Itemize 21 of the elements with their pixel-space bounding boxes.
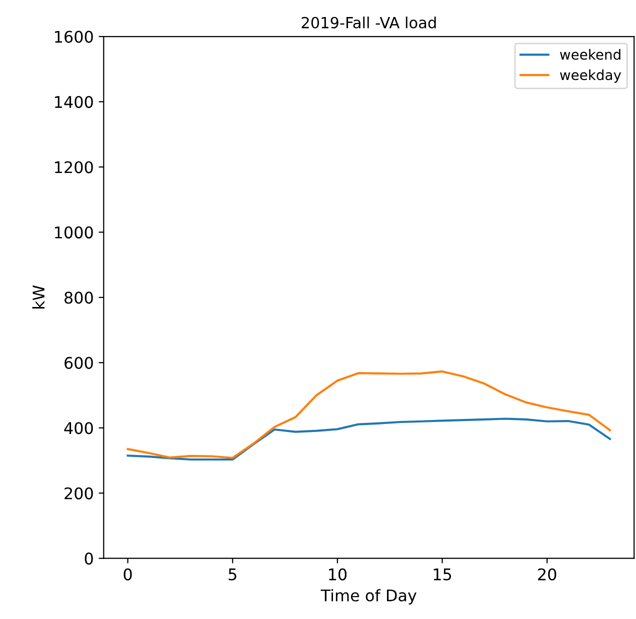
legend-label: weekend bbox=[560, 49, 620, 60]
legend-label: weekday bbox=[560, 69, 622, 83]
y-tick-label: 0 bbox=[84, 552, 93, 565]
x-tick-label: 5 bbox=[228, 568, 236, 580]
y-tick-label: 400 bbox=[64, 422, 93, 434]
chart-title: 2019-Fall -VA load bbox=[302, 16, 436, 28]
y-tick-label: 200 bbox=[64, 487, 93, 500]
y-tick-label: 1400 bbox=[55, 96, 93, 108]
line-series bbox=[126, 370, 612, 459]
x-tick-label: 0 bbox=[124, 568, 132, 580]
x-tick-label: 20 bbox=[538, 568, 556, 580]
y-tick-label: 600 bbox=[64, 356, 93, 369]
y-axis-title: kW bbox=[32, 285, 44, 308]
line-series bbox=[126, 418, 612, 461]
x-axis-title: Time of Day bbox=[320, 589, 416, 605]
y-tick-label: 1000 bbox=[55, 226, 93, 238]
x-tick-label: 15 bbox=[434, 568, 452, 580]
x-tick-label: 10 bbox=[329, 568, 347, 580]
y-tick-label: 800 bbox=[64, 292, 93, 304]
y-tick-label: 1600 bbox=[55, 30, 93, 43]
y-tick-label: 1200 bbox=[55, 161, 93, 174]
